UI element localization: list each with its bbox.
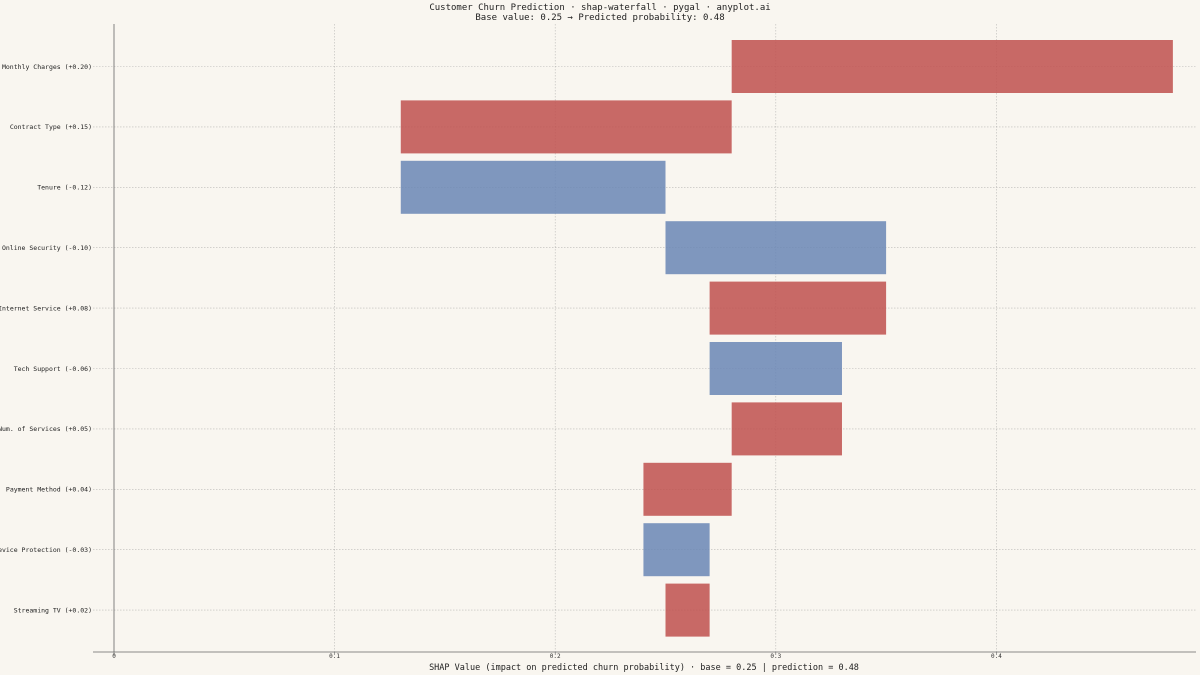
waterfall-bar [400,160,666,214]
waterfall-bar [731,402,842,456]
category-label: Contract Type (+0.15) [10,123,92,131]
category-label: Online Security (-0.10) [2,244,92,252]
x-tick-label: 0 [112,653,116,660]
category-label: Device Protection (-0.03) [0,546,92,554]
waterfall-bar [643,523,710,577]
category-label: Tenure (-0.12) [37,184,92,192]
x-tick-label: 0.3 [770,653,781,660]
waterfall-bar [400,100,732,154]
x-tick-label: 0.4 [991,653,1002,660]
waterfall-bar [665,221,887,275]
category-label: Tech Support (-0.06) [14,365,92,373]
category-label: Payment Method (+0.04) [6,486,92,494]
chart-title: Customer Churn Prediction · shap-waterfa… [429,3,770,13]
waterfall-bar [709,281,887,335]
chart-subtitle: Base value: 0.25 → Predicted probability… [475,13,724,23]
category-label: Internet Service (+0.08) [0,304,92,312]
waterfall-bar [709,342,842,395]
category-label: Monthly Charges (+0.20) [2,63,92,71]
waterfall-bar [643,462,732,516]
labels-layer: 0 0.1 0.2 0.3 0.4 Monthly Charges (+0.20) Cont… [0,63,1002,660]
category-label: Num. of Services (+0.05) [0,425,92,433]
x-tick-label: 0.1 [329,653,340,660]
axis-layer [93,24,1196,653]
grid-layer [93,24,1196,655]
x-tick-label: 0.2 [550,653,561,660]
waterfall-bar [665,583,710,637]
bars-layer [400,40,1173,637]
x-axis-title: SHAP Value (impact on predicted churn pr… [429,663,859,673]
category-label: Streaming TV (+0.02) [14,606,92,614]
waterfall-bar [731,40,1173,93]
